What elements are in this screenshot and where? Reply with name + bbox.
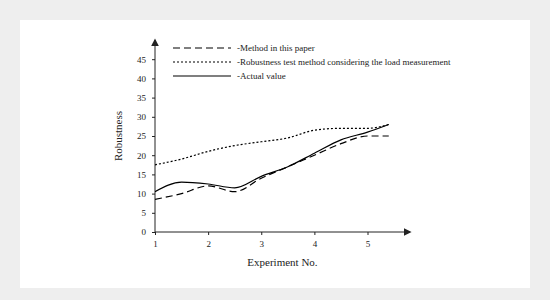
legend-item: -Robustness test method considering the … <box>173 57 451 67</box>
tick-mark <box>208 232 209 235</box>
tick-label: 0 <box>142 227 147 237</box>
tick-label: 4 <box>313 239 318 249</box>
tick: 5 <box>142 208 156 218</box>
legend-item: -Method in this paper <box>173 43 315 53</box>
tick-mark <box>152 174 155 175</box>
tick: 3 <box>260 232 265 249</box>
chart: 12345051015202530354045-Method in this p… <box>0 0 550 300</box>
tick-mark <box>152 136 155 137</box>
tick-label: 20 <box>137 151 147 161</box>
tick-mark <box>314 232 315 235</box>
tick-mark <box>152 213 155 214</box>
tick-label: 5 <box>142 208 147 218</box>
plot: 12345051015202530354045-Method in this p… <box>137 40 451 249</box>
tick: 0 <box>142 227 156 237</box>
tick-label: 3 <box>260 239 265 249</box>
tick-label: 2 <box>206 239 211 249</box>
tick-label: 35 <box>137 93 147 103</box>
y-axis: 0 5 10 15 20 25 30 35 40 45 <box>137 40 155 237</box>
tick: 35 <box>137 93 155 103</box>
lines <box>155 124 389 199</box>
tick: 30 <box>137 112 155 122</box>
legend-swatch <box>173 75 231 76</box>
legend-label: -Method in this paper <box>237 43 315 53</box>
tick-label: 25 <box>137 131 147 141</box>
tick-mark <box>152 117 155 118</box>
tick: 10 <box>137 189 155 199</box>
tick-label: 15 <box>137 170 147 180</box>
tick-label: 40 <box>137 74 147 84</box>
tick-label: 5 <box>366 239 371 249</box>
legend: -Method in this paper -Robustness test me… <box>173 43 451 81</box>
legend-item: -Actual value <box>173 71 286 81</box>
series-line <box>155 124 389 191</box>
tick: 20 <box>137 151 155 161</box>
tick-mark <box>155 232 156 235</box>
tick: 45 <box>137 55 155 65</box>
legend-swatch <box>173 47 231 48</box>
tick-label: 30 <box>137 112 147 122</box>
tick-mark <box>152 232 155 233</box>
legend-swatch <box>173 61 231 62</box>
legend-label: -Actual value <box>237 71 286 81</box>
tick: 15 <box>137 170 155 180</box>
background <box>20 20 530 288</box>
tick: 1 <box>153 232 158 249</box>
tick-mark <box>152 98 155 99</box>
series-line <box>155 136 389 199</box>
tick-mark <box>152 59 155 60</box>
tick: 2 <box>206 232 211 249</box>
tick-label: 10 <box>137 189 147 199</box>
tick: 40 <box>137 74 155 84</box>
tick-mark <box>368 232 369 235</box>
tick-label: 45 <box>137 55 147 65</box>
tick-mark <box>152 194 155 195</box>
y-axis-title: Robustness <box>112 111 124 161</box>
tick-mark <box>152 78 155 79</box>
tick: 25 <box>137 131 155 141</box>
tick-mark <box>261 232 262 235</box>
series-line <box>155 124 389 164</box>
legend-label: -Robustness test method considering the … <box>237 57 451 67</box>
tick-mark <box>152 155 155 156</box>
tick-label: 1 <box>153 239 158 249</box>
tick: 5 <box>366 232 371 249</box>
tick: 4 <box>313 232 318 249</box>
x-axis: 1 2 3 4 5 <box>153 232 410 249</box>
x-axis-title: Experiment No. <box>247 256 318 268</box>
axis-line <box>155 232 410 233</box>
